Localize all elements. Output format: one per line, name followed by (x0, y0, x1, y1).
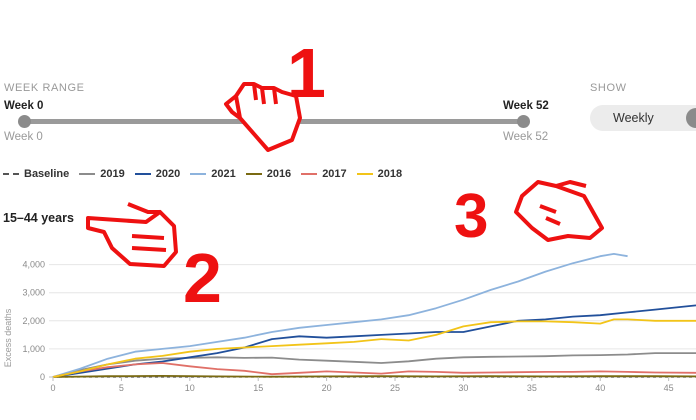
pointing-hand-icon (224, 82, 302, 152)
series-line-2017 (52, 362, 696, 378)
legend-label: 2016 (266, 168, 292, 180)
x-tick-label: 15 (253, 383, 263, 393)
y-axis-label: Excess deaths (3, 308, 13, 367)
pointing-hand-icon (514, 180, 604, 242)
week-range-end-handle[interactable] (517, 115, 530, 128)
y-tick-label: 3,000 (22, 288, 45, 298)
legend-item-baseline[interactable]: Baseline (3, 168, 69, 180)
legend-item-2017[interactable]: 2017 (301, 168, 347, 180)
x-tick-label: 30 (458, 383, 468, 393)
x-tick-label: 40 (595, 383, 605, 393)
axis-ticks: 0 1,000 2,000 3,000 4,000 0 5 10 15 20 25 30 35 40 45 (22, 260, 673, 393)
legend-label: 2020 (155, 168, 181, 180)
legend-label: Baseline (24, 168, 70, 180)
slider-max-label: Week 52 (503, 131, 549, 143)
legend-swatch (79, 173, 96, 175)
slider-start-value: Week 0 (4, 100, 44, 112)
week-range-start-handle[interactable] (18, 115, 31, 128)
series-line-2021 (52, 252, 628, 378)
x-tick-label: 35 (527, 383, 537, 393)
legend-label: 2021 (211, 168, 236, 180)
series-line-2016 (52, 374, 696, 378)
y-tick-label: 1,000 (22, 344, 45, 354)
legend-label: 2018 (377, 168, 403, 180)
legend-item-2021[interactable]: 2021 (190, 168, 236, 180)
legend-item-2020[interactable]: 2020 (134, 168, 181, 180)
show-toggle[interactable] (590, 105, 696, 131)
legend-swatch (301, 173, 318, 175)
chart-legend: Baseline 2019 2020 2021 2016 2017 2018 (3, 168, 412, 180)
legend-swatch (190, 173, 207, 175)
legend-item-2019[interactable]: 2019 (79, 168, 125, 180)
legend-swatch (245, 173, 262, 175)
series-line-2018 (52, 318, 696, 378)
x-tick-label: 10 (185, 383, 195, 393)
series-line-2019 (52, 352, 696, 378)
week-range-label: WEEK RANGE (4, 82, 85, 94)
x-tick-label: 25 (390, 383, 400, 393)
toggle-option-weekly[interactable]: Weekly (613, 111, 654, 125)
annotation-number-3: 3 (454, 182, 488, 251)
y-tick-label: 4,000 (22, 260, 45, 270)
series-lines (52, 252, 696, 378)
slider-end-value: Week 52 (503, 100, 549, 112)
annotation-number-2: 2 (183, 239, 222, 317)
slider-min-label: Week 0 (4, 131, 43, 143)
show-label: SHOW (590, 82, 627, 94)
pointing-hand-icon (86, 202, 178, 268)
chart-title: 15–44 years (3, 211, 74, 225)
legend-item-2016[interactable]: 2016 (245, 168, 292, 180)
y-tick-label: 0 (40, 372, 45, 382)
x-tick-label: 20 (322, 383, 332, 393)
series-line-2020 (52, 304, 696, 378)
toggle-thumb[interactable] (686, 108, 696, 128)
x-tick-label: 45 (664, 383, 674, 393)
legend-item-2018[interactable]: 2018 (356, 168, 403, 180)
x-tick-label: 5 (119, 383, 124, 393)
legend-swatch (134, 173, 151, 175)
x-tick-label: 0 (50, 383, 55, 393)
legend-swatch (3, 173, 19, 175)
legend-label: 2017 (322, 168, 347, 180)
legend-label: 2019 (100, 168, 125, 180)
legend-swatch (356, 173, 373, 175)
y-tick-label: 2,000 (22, 316, 45, 326)
